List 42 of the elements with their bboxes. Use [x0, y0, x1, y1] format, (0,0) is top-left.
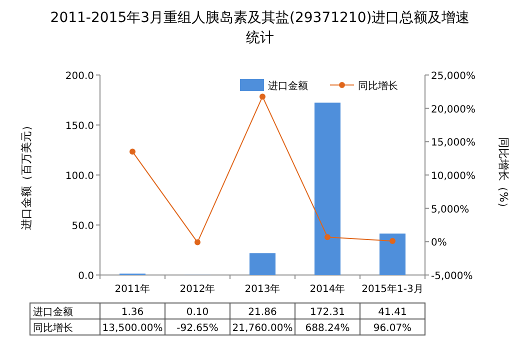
point: [390, 238, 396, 244]
legend-label: 同比增长: [358, 80, 398, 92]
y-tick-label: 200.0: [65, 71, 94, 82]
data-label: 688.24%: [305, 323, 350, 334]
y2-tick-label: 10,000%: [431, 171, 476, 182]
bar: [250, 253, 276, 275]
point: [324, 234, 330, 240]
data-label: 1.36: [121, 307, 144, 318]
y2-axis-title: 同比增长（%）: [497, 136, 510, 214]
data-label: 13,500.00%: [102, 323, 163, 334]
data-label: 0.10: [186, 307, 209, 318]
y2-tick-label: 20,000%: [431, 104, 476, 116]
y-tick-label: 150.0: [65, 121, 94, 132]
y2-tick-label: 15,000%: [431, 138, 476, 149]
text: 同比增长: [33, 323, 73, 334]
x-tick-label: 2013年: [244, 283, 280, 295]
point: [260, 94, 266, 100]
x-tick-label: 2012年: [180, 283, 216, 295]
data-label: 172.31: [310, 307, 345, 318]
point: [194, 239, 200, 246]
y2-tick-label: 5,000%: [431, 204, 470, 216]
bar: [314, 102, 340, 275]
y2-tick-label: 0%: [431, 238, 447, 249]
y-axis-title: 进口金额（百万美元）: [20, 120, 33, 230]
data-label: 96.07%: [373, 323, 412, 334]
y-tick-label: 50.0: [72, 221, 94, 232]
point: [130, 148, 136, 155]
x-tick-label: 2014年: [310, 283, 346, 295]
y2-tick-label: -5,000%: [431, 271, 473, 282]
y2-tick-label: 25,000%: [431, 71, 476, 82]
data-label: 21,760.00%: [232, 323, 293, 334]
data-label: 21.86: [248, 307, 277, 318]
data-label: 41.41: [378, 307, 407, 318]
x-tick-label: 2015年1-3月: [362, 283, 424, 295]
data-label: -92.65%: [176, 323, 218, 334]
chart-title: 2011-2015年3月重组人胰岛素及其盐(29371210)进口总额及增速统计: [50, 10, 470, 46]
bar: [380, 234, 406, 275]
legend-label: 进口金额: [268, 80, 308, 92]
x-tick-label: 2011年: [114, 283, 150, 295]
y-tick-label: 100.0: [65, 171, 94, 182]
text: 进口金额: [33, 307, 73, 318]
y-tick-label: 0.0: [78, 271, 94, 282]
